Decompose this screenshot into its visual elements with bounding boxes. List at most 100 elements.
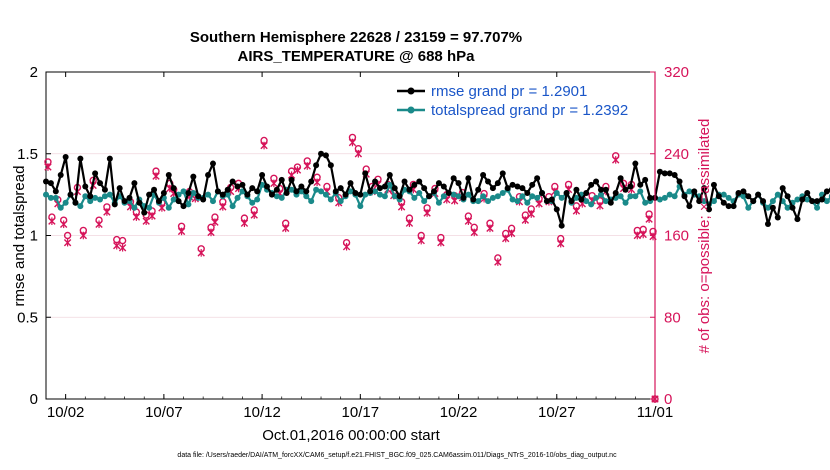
rmse-point	[234, 183, 241, 190]
totalspread-point	[720, 191, 727, 198]
totalspread-point	[337, 198, 344, 205]
rmse-point	[597, 186, 604, 193]
footer-data-file: data file: /Users/raeder/DAI/ATM_forcXX/…	[177, 452, 617, 459]
rmse-point	[357, 191, 364, 198]
rmse-point	[160, 189, 167, 196]
obs-assimilated-point	[464, 217, 473, 225]
totalspread-point	[588, 201, 595, 208]
y-axis-label-left: rmse and totalspread	[11, 166, 28, 307]
rmse-point	[426, 193, 433, 200]
rmse-point	[760, 198, 767, 205]
y-tick-label-right: 80	[664, 309, 681, 326]
totalspread-point	[416, 189, 423, 196]
obs-assimilated-point	[437, 238, 445, 247]
totalspread-point	[234, 194, 241, 201]
totalspread-point	[357, 203, 364, 210]
rmse-point	[151, 186, 158, 193]
rmse-point	[293, 188, 300, 195]
obs-assimilated-point	[557, 239, 565, 248]
rmse-point	[548, 196, 555, 203]
rmse-point	[381, 183, 388, 190]
rmse-point	[440, 183, 447, 190]
rmse-point	[72, 199, 79, 206]
rmse-point	[372, 178, 379, 185]
totalspread-point	[534, 194, 541, 201]
totalspread-point	[509, 196, 516, 203]
totalspread-point	[278, 194, 285, 201]
rmse-point	[421, 185, 428, 192]
obs-assimilated-point	[113, 241, 121, 250]
totalspread-point	[804, 196, 811, 203]
rmse-point	[273, 186, 280, 193]
y-tick-label-left: 2	[30, 64, 38, 81]
rmse-point	[666, 170, 673, 177]
totalspread-point	[313, 186, 320, 193]
obs-assimilated-point	[572, 207, 581, 215]
rmse-point	[205, 172, 212, 179]
y-tick-label-left: 0.5	[17, 309, 38, 326]
rmse-point	[259, 172, 266, 179]
rmse-point	[823, 188, 830, 195]
rmse-point	[764, 221, 771, 228]
obs-assimilated-point	[79, 231, 88, 240]
totalspread-point	[465, 191, 472, 198]
rmse-point	[480, 172, 487, 179]
rmse-point	[755, 191, 762, 198]
totalspread-point	[190, 189, 197, 196]
totalspread-point	[632, 193, 639, 200]
totalspread-point	[745, 204, 752, 211]
totalspread-point	[656, 196, 663, 203]
rmse-point	[322, 152, 329, 159]
totalspread-point	[740, 193, 747, 200]
x-tick-label: 10/27	[538, 404, 576, 421]
rmse-point	[485, 178, 492, 185]
rmse-point	[583, 189, 590, 196]
rmse-point	[568, 198, 575, 205]
totalspread-point	[101, 193, 108, 200]
totalspread-point	[327, 196, 334, 203]
totalspread-point	[494, 193, 501, 200]
totalspread-point	[597, 191, 604, 198]
totalspread-point	[82, 193, 89, 200]
rmse-point	[342, 191, 349, 198]
rmse-point	[352, 189, 359, 196]
rmse-point	[450, 175, 457, 182]
obs-assimilated-point	[633, 231, 642, 240]
obs-assimilated-point	[639, 230, 647, 239]
legend-spread-label: totalspread grand pr = 1.2392	[431, 102, 628, 119]
y-tick-label-right: 240	[664, 146, 689, 163]
rmse-point	[818, 196, 825, 203]
totalspread-point	[602, 198, 609, 205]
totalspread-point	[558, 194, 565, 201]
rmse-point	[111, 201, 118, 208]
obs-assimilated-point	[270, 179, 278, 188]
totalspread-point	[298, 188, 305, 195]
rmse-point	[656, 168, 663, 175]
totalspread-point	[671, 193, 678, 200]
y-axis-label-right: # of obs: o=possible; ×=assimilated	[696, 119, 713, 354]
rmse-point	[524, 189, 531, 196]
rmse-point	[327, 162, 334, 169]
totalspread-point	[710, 198, 717, 205]
obs-assimilated-point	[521, 216, 530, 224]
rmse-point	[146, 191, 153, 198]
x-tick-label: 10/17	[342, 404, 380, 421]
totalspread-point	[421, 198, 428, 205]
rmse-point	[219, 191, 226, 198]
chart-title-line2: AIRS_TEMPERATURE @ 688 hPa	[238, 48, 476, 65]
rmse-point	[214, 188, 221, 195]
rmse-point	[543, 198, 550, 205]
rmse-point	[774, 214, 781, 221]
rmse-point	[165, 172, 172, 179]
rmse-point	[155, 198, 162, 205]
obs-assimilated-point	[313, 178, 321, 187]
totalspread-point	[381, 193, 388, 200]
rmse-point	[445, 189, 452, 196]
totalspread-point	[814, 204, 821, 211]
rmse-point	[229, 178, 236, 185]
obs-assimilated-point	[354, 149, 363, 158]
totalspread-point	[131, 204, 138, 211]
totalspread-point	[386, 181, 393, 188]
totalspread-point	[411, 194, 418, 201]
totalspread-point	[92, 194, 99, 201]
